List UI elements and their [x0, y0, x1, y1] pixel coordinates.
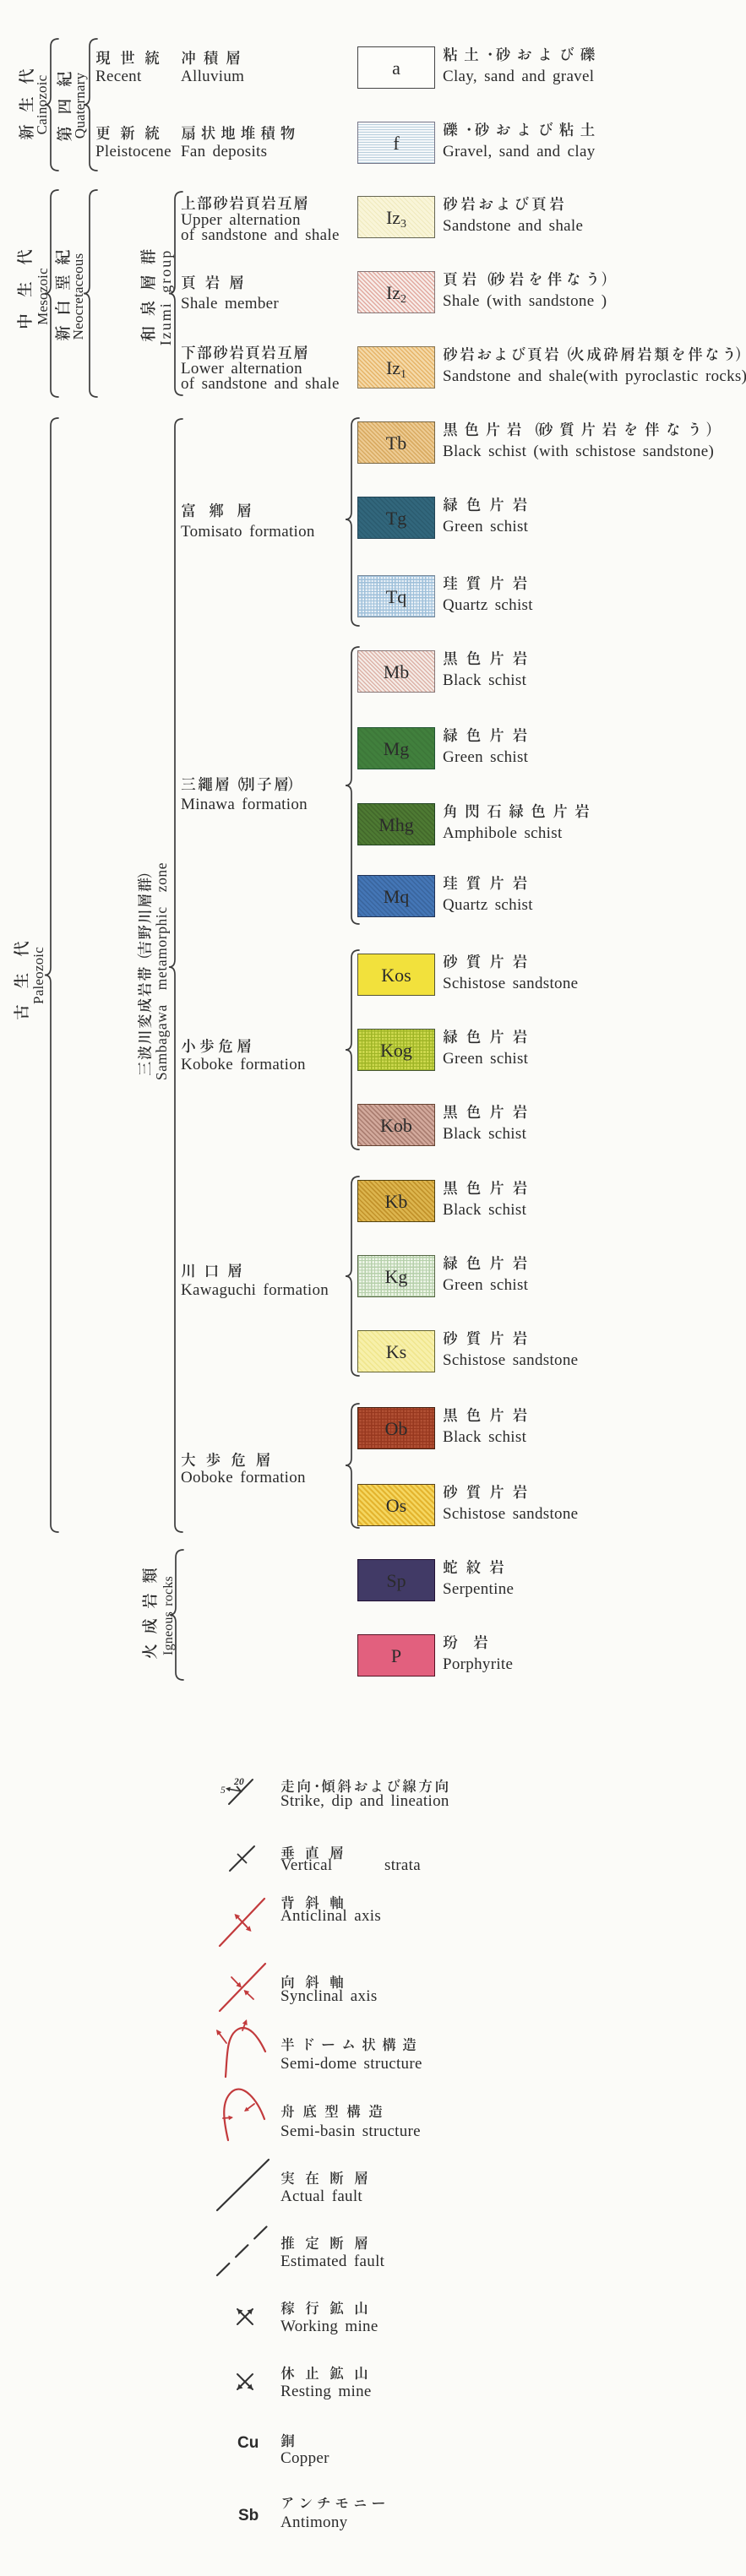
svg-text:Ob: Ob	[385, 1418, 408, 1439]
svg-text:P: P	[391, 1645, 401, 1666]
svg-text:5: 5	[221, 1785, 226, 1796]
svg-text:Semi-basin structure: Semi-basin structure	[280, 2122, 421, 2140]
svg-text:Actual fault: Actual fault	[280, 2187, 362, 2205]
svg-text:Kg: Kg	[385, 1266, 408, 1287]
svg-text:Sp: Sp	[386, 1570, 406, 1591]
svg-text:of sandstone and shale: of sandstone and shale	[181, 375, 340, 393]
svg-text:Sambagawa metamorphic zone: Sambagawa metamorphic zone	[153, 862, 170, 1080]
svg-text:Black schist (with schistose s: Black schist (with schistose sandstone)	[443, 443, 714, 460]
svg-text:Sandstone and shale: Sandstone and shale	[443, 217, 583, 235]
svg-text:Estimated fault: Estimated fault	[280, 2253, 385, 2270]
svg-text:Green schist: Green schist	[443, 1276, 529, 1294]
svg-text:Minawa formation: Minawa formation	[181, 796, 308, 813]
svg-text:Semi-dome structure: Semi-dome structure	[280, 2055, 422, 2073]
svg-text:Iz3: Iz3	[386, 207, 406, 231]
svg-text:Gravel, sand and clay: Gravel, sand and clay	[443, 143, 596, 160]
svg-text:Resting mine: Resting mine	[280, 2383, 372, 2400]
svg-text:Antimony: Antimony	[280, 2514, 348, 2531]
svg-text:Os: Os	[386, 1495, 406, 1516]
svg-text:Black schist: Black schist	[443, 1201, 527, 1219]
svg-text:Green schist: Green schist	[443, 748, 529, 766]
svg-text:Cainozoic: Cainozoic	[34, 74, 50, 134]
svg-text:Green schist: Green schist	[443, 518, 529, 535]
svg-text:Fan deposits: Fan deposits	[181, 143, 267, 160]
svg-text:Tb: Tb	[386, 432, 406, 454]
svg-text:Mesozoic: Mesozoic	[35, 268, 51, 325]
svg-text:Tq: Tq	[386, 586, 406, 607]
svg-text:Working mine: Working mine	[280, 2318, 378, 2335]
svg-text:Porphyrite: Porphyrite	[443, 1655, 513, 1673]
svg-text:Black schist: Black schist	[443, 671, 527, 689]
svg-text:strata: strata	[384, 1856, 421, 1874]
svg-text:Black schist: Black schist	[443, 1125, 527, 1143]
svg-text:Mhg: Mhg	[378, 814, 414, 835]
svg-text:a: a	[392, 57, 400, 79]
svg-text:Neocretaceous: Neocretaceous	[70, 253, 86, 340]
svg-text:Quartz schist: Quartz schist	[443, 596, 533, 614]
svg-text:Green schist: Green schist	[443, 1050, 529, 1068]
svg-text:Tg: Tg	[386, 508, 406, 529]
svg-text:Anticlinal axis: Anticlinal axis	[280, 1907, 381, 1925]
svg-text:Izumi group: Izumi group	[157, 249, 174, 345]
svg-text:Ks: Ks	[386, 1341, 406, 1362]
svg-text:Igneous rocks: Igneous rocks	[161, 1576, 176, 1655]
svg-text:Kos: Kos	[381, 965, 411, 986]
svg-text:Kawaguchi formation: Kawaguchi formation	[181, 1281, 329, 1299]
svg-text:Kb: Kb	[385, 1191, 408, 1212]
svg-text:Shale (with sandstone ): Shale (with sandstone )	[443, 292, 607, 310]
svg-text:Cu: Cu	[237, 2434, 259, 2452]
svg-text:Iz2: Iz2	[386, 282, 406, 306]
svg-text:Quaternary: Quaternary	[72, 72, 88, 139]
svg-text:Koboke formation: Koboke formation	[181, 1056, 306, 1073]
svg-text:20: 20	[233, 1777, 244, 1787]
svg-text:Tomisato formation: Tomisato formation	[181, 523, 315, 541]
svg-text:Serpentine: Serpentine	[443, 1580, 514, 1598]
svg-text:Iz1: Iz1	[386, 357, 406, 381]
svg-text:Paleozoic: Paleozoic	[30, 947, 46, 1004]
svg-text:Schistose sandstone: Schistose sandstone	[443, 975, 578, 992]
svg-text:Schistose sandstone: Schistose sandstone	[443, 1505, 578, 1523]
svg-text:Schistose sandstone: Schistose sandstone	[443, 1351, 578, 1369]
svg-text:Recent: Recent	[95, 68, 142, 85]
svg-text:Strike, dip and lineation: Strike, dip and lineation	[280, 1792, 449, 1810]
svg-text:Kob: Kob	[380, 1115, 412, 1136]
svg-text:Upper alternation: Upper alternation	[181, 211, 301, 229]
svg-text:of sandstone and shale: of sandstone and shale	[181, 226, 340, 244]
svg-text:Pleistocene: Pleistocene	[95, 143, 172, 160]
svg-text:Shale member: Shale member	[181, 295, 279, 312]
svg-text:Lower alternation: Lower alternation	[181, 360, 302, 378]
svg-text:Mg: Mg	[384, 738, 410, 759]
svg-text:Sandstone and shale(with pyroc: Sandstone and shale(with pyroclastic roc…	[443, 367, 746, 385]
svg-text:Mq: Mq	[384, 886, 410, 907]
svg-text:f: f	[393, 133, 400, 154]
svg-text:Quartz schist: Quartz schist	[443, 896, 533, 914]
svg-text:Copper: Copper	[280, 2449, 329, 2467]
svg-text:Kog: Kog	[380, 1040, 412, 1061]
svg-text:Clay, sand and gravel: Clay, sand and gravel	[443, 68, 594, 85]
svg-text:Synclinal axis: Synclinal axis	[280, 1987, 378, 2005]
svg-text:Ooboke formation: Ooboke formation	[181, 1469, 306, 1486]
svg-text:Sb: Sb	[238, 2507, 259, 2524]
svg-text:Amphibole schist: Amphibole schist	[443, 824, 563, 842]
svg-text:Black schist: Black schist	[443, 1428, 527, 1446]
svg-text:Alluvium: Alluvium	[181, 68, 244, 85]
svg-text:Mb: Mb	[384, 661, 410, 682]
svg-text:Vertical: Vertical	[280, 1856, 332, 1874]
